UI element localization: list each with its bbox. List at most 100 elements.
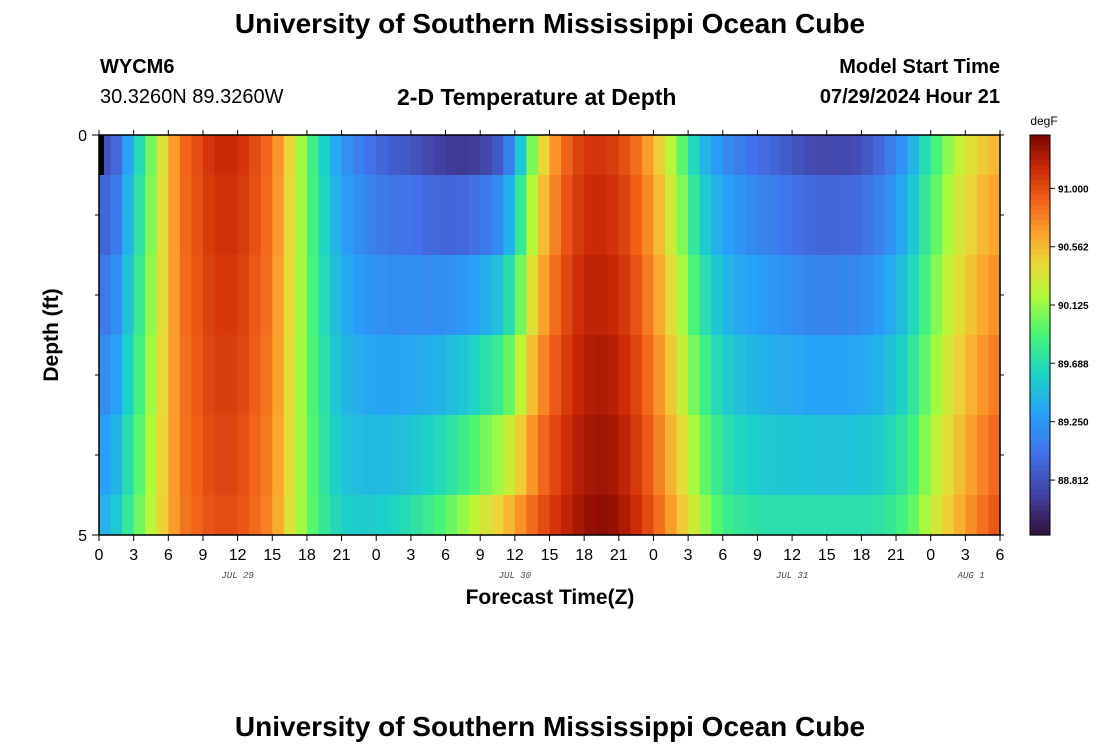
colorbar-segment: [1030, 340, 1050, 346]
colorbar-segment: [1030, 255, 1050, 261]
heatmap-cell: [688, 175, 701, 256]
colorbar-segment: [1030, 480, 1050, 486]
heatmap-cell: [722, 415, 735, 496]
heatmap-cell: [757, 495, 770, 536]
heatmap-cell: [768, 135, 782, 176]
heatmap-cell: [537, 135, 551, 176]
heatmap-cell: [711, 255, 724, 336]
heatmap-cell: [688, 135, 701, 176]
heatmap-cell: [330, 335, 343, 416]
heatmap-cell: [930, 135, 943, 176]
heatmap-cell: [318, 495, 331, 536]
heatmap-cell: [676, 415, 689, 496]
heatmap-cell: [872, 335, 886, 416]
heatmap-cell: [618, 335, 631, 416]
heatmap-cell: [514, 255, 527, 336]
heatmap-cell: [884, 495, 897, 536]
heatmap-cell: [792, 255, 805, 336]
heatmap-cell: [422, 255, 435, 336]
colorbar-segment: [1030, 385, 1050, 391]
heatmap-cell: [861, 135, 874, 176]
heatmap-cell: [907, 415, 920, 496]
heatmap-cell: [803, 495, 816, 536]
day-label: JUL 30: [499, 571, 532, 581]
x-tick-label: 0: [95, 547, 104, 564]
heatmap-cell: [896, 415, 909, 496]
heatmap-cell: [826, 175, 839, 256]
heatmap-cell: [745, 255, 759, 336]
heatmap-cell: [722, 335, 735, 416]
heatmap-cell: [745, 415, 759, 496]
heatmap-cell: [549, 255, 562, 336]
colorbar-segment: [1030, 300, 1050, 306]
colorbar-segment: [1030, 395, 1050, 401]
heatmap-cell: [768, 255, 782, 336]
colorbar-ticks: 91.000 90.562 90.125 89.688 89.250 88.812: [1050, 184, 1089, 487]
heatmap-cell: [919, 255, 932, 336]
heatmap-cell: [122, 335, 135, 416]
colorbar-tick-label: 89.688: [1058, 359, 1089, 370]
heatmap-cell: [641, 415, 655, 496]
colorbar-segment: [1030, 380, 1050, 386]
x-tick-label: 12: [783, 547, 801, 564]
heatmap-cell: [595, 175, 608, 256]
colorbar-segment: [1030, 330, 1050, 336]
colorbar-segment: [1030, 140, 1050, 146]
heatmap-cell: [179, 135, 193, 176]
heatmap-cell: [953, 415, 966, 496]
heatmap-cell: [826, 495, 839, 536]
heatmap-cell: [410, 255, 424, 336]
heatmap-cell: [376, 135, 389, 176]
colorbar-segment: [1030, 275, 1050, 281]
heatmap-cell: [260, 415, 273, 496]
heatmap-cell: [237, 175, 250, 256]
colorbar-frame: [1029, 134, 1051, 536]
heatmap-cell: [549, 175, 562, 256]
heatmap-cell: [988, 495, 1001, 536]
heatmap-cell: [537, 335, 551, 416]
colorbar-segment: [1030, 520, 1050, 526]
heatmap-cell: [896, 335, 909, 416]
heatmap-cell: [976, 255, 990, 336]
heatmap-cell: [561, 335, 574, 416]
colorbar-segment: [1030, 415, 1050, 421]
day-label: AUG 1: [957, 571, 985, 581]
heatmap-cell: [861, 255, 874, 336]
heatmap-cell: [306, 495, 320, 536]
heatmap-cell: [561, 175, 574, 256]
heatmap-cell: [514, 135, 527, 176]
x-tick-label: 21: [887, 547, 905, 564]
heatmap-cell: [214, 135, 227, 176]
heatmap-cell: [260, 335, 273, 416]
heatmap-cell: [872, 135, 886, 176]
heatmap-cell: [526, 415, 539, 496]
heatmap-cell: [306, 135, 320, 176]
heatmap-cell: [214, 495, 227, 536]
heatmap-cell: [445, 255, 458, 336]
heatmap-cell: [330, 175, 343, 256]
heatmap-cell: [353, 415, 366, 496]
heatmap-cell: [618, 255, 631, 336]
colorbar-gradient: [1030, 135, 1050, 536]
heatmap-cell: [330, 415, 343, 496]
footer-title: University of Southern Mississippi Ocean…: [234, 711, 866, 742]
heatmap-cell: [168, 495, 181, 536]
heatmap-cell: [734, 255, 747, 336]
heatmap-cell: [976, 415, 990, 496]
x-tick-label: 3: [129, 547, 138, 564]
heatmap-cell: [896, 175, 909, 256]
heatmap-cell: [676, 335, 689, 416]
heatmap-cell: [422, 415, 435, 496]
heatmap-cell: [572, 135, 585, 176]
heatmap-cell: [826, 335, 839, 416]
heatmap-cell: [364, 175, 377, 256]
heatmap-cell: [537, 415, 551, 496]
initial-column-marker: [99, 135, 104, 175]
x-tick-label: 12: [506, 547, 524, 564]
heatmap-cell: [468, 335, 481, 416]
heatmap-cell: [884, 175, 897, 256]
heatmap-cell: [907, 255, 920, 336]
heatmap-cell: [433, 135, 447, 176]
x-tick-label: 18: [852, 547, 870, 564]
heatmap-cell: [665, 135, 678, 176]
